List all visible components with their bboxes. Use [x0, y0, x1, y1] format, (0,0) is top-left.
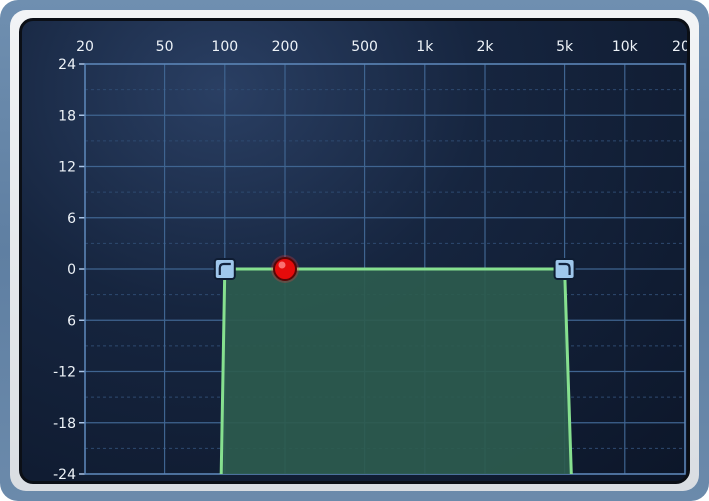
eq-curve-line[interactable] — [219, 267, 573, 475]
high-cut-handle[interactable] — [553, 258, 576, 280]
gain-label: -18 — [53, 416, 76, 432]
frequency-label: 5k — [556, 39, 574, 55]
low-cut-handle[interactable] — [213, 258, 236, 280]
eq-graph[interactable]: 20 50 100 200 500 1k 2k 5k 10k 20k 24 18 12 6 0 6 -12 -1… — [22, 21, 687, 481]
low-cut-handle-icon[interactable] — [213, 258, 236, 280]
gain-label: -12 — [53, 365, 76, 381]
frequency-label: 2k — [476, 39, 494, 55]
frequency-label: 20 — [76, 39, 94, 55]
gain-label: 6 — [67, 211, 76, 227]
frequency-label: 20k — [672, 39, 687, 55]
frequency-label: 200 — [272, 39, 299, 55]
gain-axis: 24 18 12 6 0 6 -12 -18 -24 — [53, 57, 76, 481]
gain-label: -24 — [53, 467, 76, 481]
band-node-highlight — [278, 261, 286, 269]
handle-corner-glyph — [218, 262, 231, 275]
frequency-axis: 20 50 100 200 500 1k 2k 5k 10k 20k — [76, 39, 687, 55]
mid-band-handle[interactable] — [271, 255, 299, 283]
frequency-label: 500 — [351, 39, 378, 55]
frequency-label: 1k — [416, 39, 434, 55]
frequency-label: 50 — [156, 39, 174, 55]
handle-corner-glyph — [558, 262, 571, 275]
eq-display[interactable]: 20 50 100 200 500 1k 2k 5k 10k 20k 24 18 12 6 0 6 -12 -1… — [19, 18, 690, 484]
frequency-label: 10k — [612, 39, 639, 55]
gain-label: 12 — [58, 160, 76, 176]
gain-label: 6 — [67, 313, 76, 329]
frequency-label: 100 — [211, 39, 238, 55]
eq-curve[interactable] — [219, 267, 573, 475]
gain-label: 0 — [67, 262, 76, 278]
gain-label: 18 — [58, 108, 76, 124]
band-node-icon[interactable] — [273, 257, 297, 281]
gain-label: 24 — [58, 57, 76, 73]
eq-handles[interactable] — [213, 255, 576, 283]
eq-curve-fill — [221, 269, 572, 474]
high-cut-handle-icon[interactable] — [553, 258, 576, 280]
